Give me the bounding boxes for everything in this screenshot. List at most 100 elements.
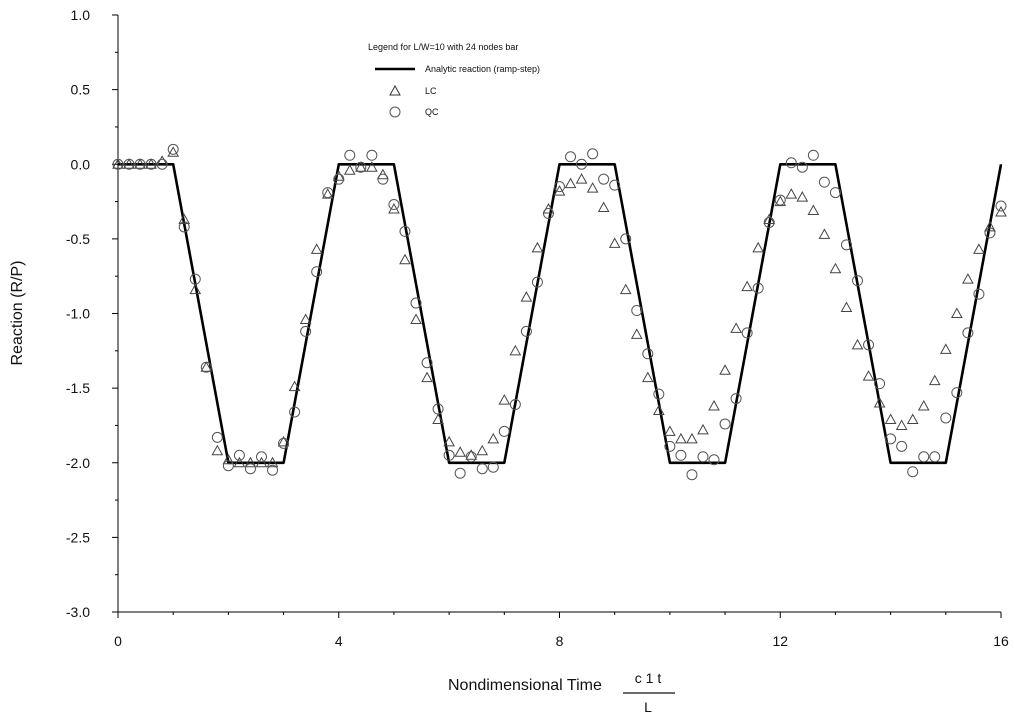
lc-point (973, 243, 985, 254)
lc-point (697, 423, 709, 435)
qc-point (785, 157, 797, 169)
lc-point (178, 213, 191, 224)
qc-point (708, 454, 720, 466)
qc-point (940, 412, 952, 424)
qc-point (686, 469, 698, 481)
lc-point (366, 161, 378, 172)
qc-point (333, 173, 345, 185)
qc-point (156, 158, 168, 170)
lc-point (873, 397, 886, 408)
lc-point (785, 188, 798, 199)
qc-point (896, 440, 908, 452)
lc-point (664, 425, 676, 436)
y-axis-title: Reaction (R/P) (9, 261, 26, 366)
lc-point (255, 456, 268, 468)
lc-point (421, 371, 433, 383)
qc-point (377, 173, 389, 185)
plot-area (112, 143, 1007, 481)
lc-point (686, 432, 698, 444)
lc-point (112, 158, 124, 169)
qc-point (189, 273, 201, 285)
qc-point (763, 216, 775, 228)
y-tick-label: -2.5 (66, 529, 90, 545)
qc-point (664, 440, 676, 452)
qc-point (840, 239, 852, 251)
legend-circle-icon (389, 106, 401, 118)
legend-label: QC (425, 107, 439, 117)
lc-point (675, 432, 687, 444)
x-tick-label: 4 (335, 633, 343, 649)
legend-entry-qc: QC (389, 106, 439, 118)
x-tick-label: 12 (772, 633, 788, 649)
qc-point (509, 399, 521, 411)
lc-point (763, 213, 776, 224)
qc-point (620, 233, 632, 245)
qc-point (598, 173, 610, 185)
lc-point (399, 253, 411, 265)
lc-point (332, 170, 345, 181)
lc-point (597, 201, 610, 213)
lc-point (708, 400, 720, 411)
lc-point (509, 344, 522, 356)
lc-point (156, 155, 168, 166)
qc-point (951, 387, 963, 399)
y-tick-label: -0.5 (66, 231, 90, 247)
qc-point (675, 449, 687, 461)
qc-point (807, 149, 819, 161)
lc-point (575, 173, 588, 184)
qc-point (554, 181, 565, 193)
qc-point (520, 325, 532, 337)
qc-point (145, 158, 157, 170)
lc-point (432, 413, 444, 424)
lc-point (343, 164, 356, 175)
qc-point (454, 467, 466, 479)
lc-point (189, 283, 202, 295)
lc-point (310, 243, 323, 254)
lc-point (730, 322, 742, 333)
qc-point (465, 451, 477, 463)
qc-point (233, 449, 245, 461)
qc-point (929, 451, 941, 463)
lc-point (796, 191, 809, 202)
lc-point (520, 291, 533, 302)
lc-point (807, 204, 820, 216)
qc-point (399, 225, 411, 237)
lc-point (962, 273, 974, 284)
x-axis-title-text: Nondimensional Time (448, 677, 602, 694)
lc-point (299, 313, 312, 324)
y-tick-label: -1.0 (66, 306, 90, 322)
lc-point (542, 202, 555, 214)
lc-point (167, 146, 180, 157)
y-tick-label: -2.0 (66, 455, 90, 471)
qc-point (697, 451, 709, 463)
analytic-line (118, 163, 1003, 465)
lc-point (895, 419, 908, 430)
qc-point (267, 464, 279, 476)
y-tick-label: 0.0 (71, 156, 91, 172)
lc-point (244, 456, 257, 468)
qc-point (487, 461, 499, 473)
lc-point (619, 283, 632, 295)
qc-point (300, 325, 312, 337)
legend-triangle-icon (389, 84, 401, 96)
qc-point (829, 187, 841, 199)
qc-point (134, 158, 146, 170)
lc-point (608, 237, 621, 248)
y-tick-label: 1.0 (71, 7, 91, 23)
lc-point (123, 158, 135, 169)
x-tick-label: 0 (114, 633, 122, 649)
lc-point (984, 220, 996, 232)
x-tick-label: 8 (556, 633, 564, 649)
qc-point (222, 460, 234, 472)
lc-point (531, 241, 544, 253)
lc-point (410, 313, 422, 324)
x-tick-label: 16 (993, 633, 1009, 649)
lc-point (233, 456, 246, 468)
qc-point (255, 451, 267, 463)
qc-point (355, 161, 367, 173)
lc-point (586, 182, 599, 193)
lc-point (134, 158, 146, 169)
lc-point (145, 158, 157, 169)
lc-point (752, 241, 765, 253)
